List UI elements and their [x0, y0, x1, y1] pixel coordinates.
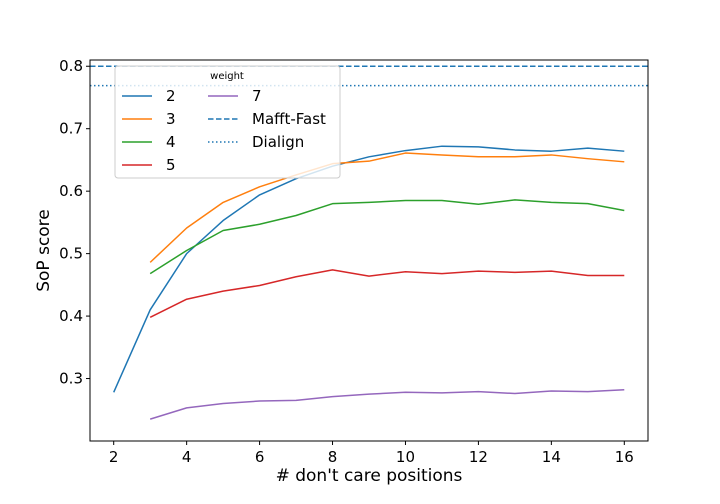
legend-box: [114, 65, 341, 179]
series-line-3: [149, 269, 625, 319]
x-tick-label: 8: [328, 448, 338, 466]
legend-item: 2: [122, 87, 176, 105]
legend-label: 4: [166, 133, 176, 151]
legend-item: Dialign: [208, 133, 304, 151]
y-tick-label: 0.4: [59, 307, 83, 325]
legend-label: Mafft-Fast: [252, 110, 326, 128]
x-tick-label: 4: [182, 448, 192, 466]
legend-title: weight: [210, 71, 244, 82]
y-tick-label: 0.3: [59, 370, 83, 388]
series-line-2: [149, 199, 625, 275]
legend-label: Dialign: [252, 133, 304, 151]
series-lines: [113, 145, 625, 420]
x-tick-label: 6: [255, 448, 265, 466]
y-ticks: 0.3 0.4 0.5 0.6 0.7 0.8: [59, 57, 90, 388]
x-ticks: 2 4 6 8 10 12 14 16: [109, 441, 634, 466]
y-tick-label: 0.5: [59, 245, 83, 263]
series-line-1: [149, 152, 625, 263]
legend-item: Mafft-Fast: [208, 110, 326, 128]
x-tick-label: 10: [396, 448, 415, 466]
x-axis-label: # don't care positions: [276, 466, 463, 486]
legend-item: 4: [122, 133, 176, 151]
x-tick-label: 16: [615, 448, 634, 466]
series-line-4: [149, 389, 625, 420]
x-tick-label: 14: [542, 448, 561, 466]
legend-label: 7: [252, 87, 262, 105]
x-tick-label: 2: [109, 448, 119, 466]
y-tick-label: 0.6: [59, 182, 83, 200]
series-line-0: [113, 145, 625, 393]
legend-item: 5: [122, 156, 176, 174]
x-tick-label: 12: [469, 448, 488, 466]
legend: weight 2 3 4 5 7 Mafft-Fast Dialign: [114, 65, 341, 179]
plot-frame: [89, 59, 649, 442]
legend-label: 2: [166, 87, 176, 105]
legend-label: 5: [166, 156, 176, 174]
y-axis-label: SoP score: [34, 209, 54, 292]
legend-label: 3: [166, 110, 176, 128]
legend-item: 7: [208, 87, 262, 105]
legend-item: 3: [122, 110, 176, 128]
legend-entries: 2 3 4 5 7 Mafft-Fast Dialign: [122, 87, 326, 174]
y-tick-label: 0.7: [59, 120, 83, 138]
y-tick-label: 0.8: [59, 57, 83, 75]
